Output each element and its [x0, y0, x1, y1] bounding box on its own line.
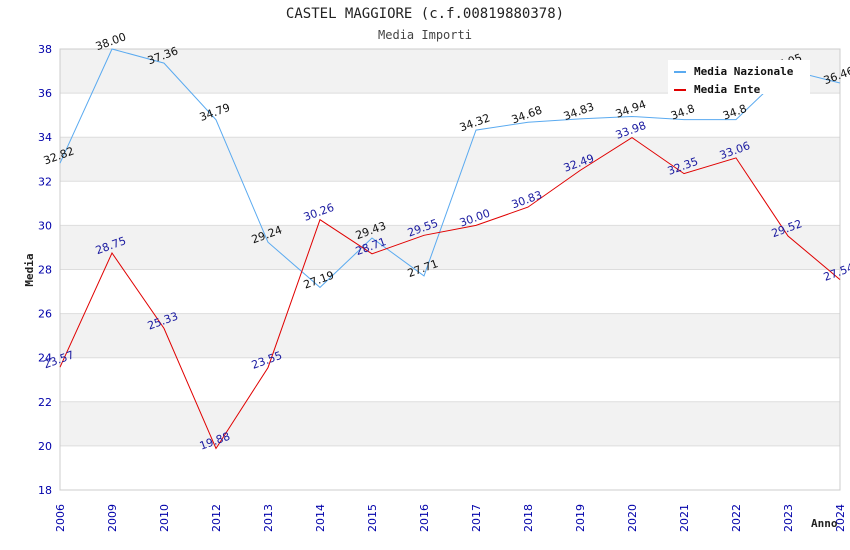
- x-tick-label-2020: 2020: [626, 504, 639, 532]
- y-tick-label-32: 32: [38, 175, 52, 188]
- x-tick-label-2016: 2016: [418, 504, 431, 532]
- plot-band: [60, 137, 840, 182]
- y-tick-label-34: 34: [38, 131, 52, 144]
- data-label-media-nazionale-2014: 27.19: [302, 269, 336, 292]
- x-tick-label-2010: 2010: [158, 504, 171, 532]
- x-tick-label-2015: 2015: [366, 504, 379, 532]
- legend: Media Nazionale Media Ente: [668, 60, 810, 96]
- chart-title: CASTEL MAGGIORE (c.f.00819880378): [286, 6, 564, 22]
- x-tick-label-2014: 2014: [314, 504, 327, 532]
- y-tick-label-20: 20: [38, 440, 52, 453]
- x-tick-label-2017: 2017: [470, 504, 483, 532]
- x-tick-label-2018: 2018: [522, 504, 535, 532]
- y-tick-label-30: 30: [38, 219, 52, 232]
- chart-subtitle: Media Importi: [378, 28, 472, 42]
- y-tick-label-26: 26: [38, 308, 52, 321]
- y-axis-label: Media: [23, 253, 36, 286]
- data-label-media-nazionale-2018: 34.68: [510, 103, 544, 126]
- legend-box: [668, 60, 810, 94]
- data-label-media-ente-2014: 30.26: [302, 201, 336, 224]
- series-line-media-nazionale: [59, 48, 841, 289]
- y-tick-label-28: 28: [38, 264, 52, 277]
- y-tick-label-38: 38: [38, 43, 52, 56]
- y-tick-label-22: 22: [38, 396, 52, 409]
- plot-frame: [59, 48, 841, 491]
- series-line-media-ente: [59, 137, 841, 450]
- y-axis-ticks: 18 20 22 24 26 28 30 32 34 36 38: [38, 43, 52, 497]
- y-tick-label-18: 18: [38, 484, 52, 497]
- x-tick-label-2013: 2013: [262, 504, 275, 532]
- legend-label-media-ente: Media Ente: [694, 83, 761, 96]
- y-tick-label-36: 36: [38, 87, 52, 100]
- plot-band: [60, 313, 840, 358]
- gridlines: [60, 48, 840, 491]
- x-tick-label-2023: 2023: [782, 504, 795, 532]
- plot-band: [60, 225, 840, 270]
- x-tick-label-2019: 2019: [574, 504, 587, 532]
- x-tick-label-2022: 2022: [730, 504, 743, 532]
- x-axis-ticks: 2006 2009 2010 2012 2013 2014 2015 2016 2017 2018…: [54, 504, 847, 532]
- x-axis-label: Anno: [811, 517, 838, 530]
- series-lines: [59, 48, 841, 450]
- y-tick-label-24: 24: [38, 352, 52, 365]
- plot-band: [60, 401, 840, 446]
- x-tick-label-2021: 2021: [678, 504, 691, 532]
- data-label-media-nazionale-2017: 34.32: [458, 111, 492, 134]
- x-tick-label-2012: 2012: [210, 504, 223, 532]
- data-label-media-nazionale-2012: 34.79: [198, 101, 232, 124]
- legend-label-media-nazionale: Media Nazionale: [694, 65, 794, 78]
- x-tick-label-2009: 2009: [106, 504, 119, 532]
- x-tick-label-2006: 2006: [54, 504, 67, 532]
- plot-background-bands: [60, 49, 840, 446]
- data-label-media-nazionale-2019: 34.83: [562, 100, 596, 123]
- x-tick-label-2024: 2024: [834, 504, 847, 532]
